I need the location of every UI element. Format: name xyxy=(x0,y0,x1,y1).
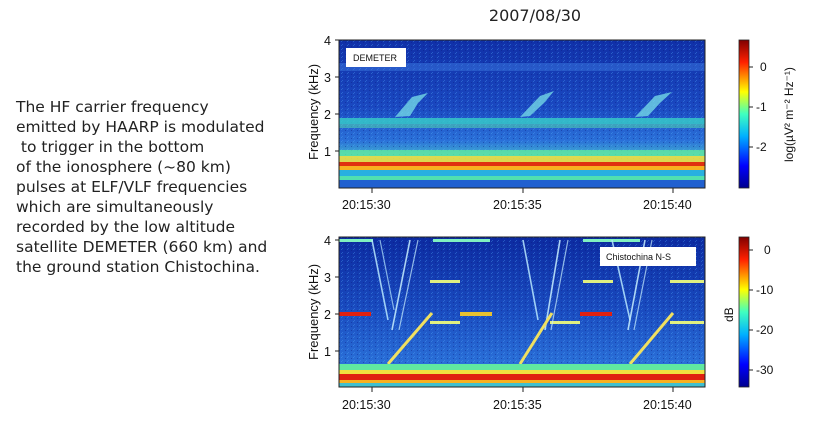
chistochina-colorbar: 0 -10 -20 -30 dB xyxy=(722,236,774,388)
chistochina-yaxis: 4 3 2 1 Frequency (kHz) xyxy=(306,234,339,360)
demeter-xtick: 20:15:30 xyxy=(342,198,391,212)
caption-line: The HF carrier frequency xyxy=(16,98,209,116)
chistochina-cbar-tick: -30 xyxy=(756,363,774,377)
chistochina-panel: Chistochina N-S 4 3 2 1 Frequency (kHz) … xyxy=(306,234,774,412)
demeter-ylabel: Frequency (kHz) xyxy=(306,64,321,160)
demeter-ytick: 4 xyxy=(324,34,331,48)
chistochina-ytick: 1 xyxy=(324,345,331,359)
caption-line: pulses at ELF/VLF frequencies xyxy=(16,178,248,196)
demeter-cbar-tick: 0 xyxy=(760,60,767,74)
chistochina-xtick: 20:15:40 xyxy=(643,398,692,412)
chistochina-xtick: 20:15:30 xyxy=(342,398,391,412)
demeter-colorbar: 0 -1 -2 log(µV² m⁻² Hz⁻¹) xyxy=(738,39,796,189)
chistochina-cbar-tick: -20 xyxy=(756,323,774,337)
demeter-xtick: 20:15:40 xyxy=(643,198,692,212)
caption-line: the ground station Chistochina. xyxy=(16,258,260,276)
chistochina-cbar-label: dB xyxy=(722,307,736,322)
caption-text: The HF carrier frequency emitted by HAAR… xyxy=(16,97,286,277)
demeter-xaxis: 20:15:30 20:15:35 20:15:40 xyxy=(342,188,692,212)
demeter-tag: DEMETER xyxy=(353,53,398,63)
caption-line: which are simultaneously xyxy=(16,198,214,216)
chistochina-xtick: 20:15:35 xyxy=(493,398,542,412)
caption-line: of the ionosphere (~80 km) xyxy=(16,158,231,176)
demeter-cbar-tick: -1 xyxy=(756,100,767,114)
demeter-ytick: 2 xyxy=(324,108,331,122)
demeter-cbar-label: log(µV² m⁻² Hz⁻¹) xyxy=(782,67,796,162)
demeter-ytick: 1 xyxy=(324,145,331,159)
caption-line: to trigger in the bottom xyxy=(16,138,205,156)
demeter-cbar-tick: -2 xyxy=(756,140,767,154)
demeter-yaxis: 4 3 2 1 Frequency (kHz) xyxy=(306,34,339,160)
chistochina-xaxis: 20:15:30 20:15:35 20:15:40 xyxy=(342,387,692,412)
figure-date: 2007/08/30 xyxy=(488,6,582,25)
demeter-xtick: 20:15:35 xyxy=(493,198,542,212)
chistochina-ytick: 2 xyxy=(324,308,331,322)
demeter-panel: DEMETER 4 3 2 1 Frequency (kHz) 20:15:30… xyxy=(306,34,796,212)
chistochina-cbar-tick: -10 xyxy=(756,283,774,297)
caption-line: emitted by HAARP is modulated xyxy=(16,118,265,136)
demeter-tag-box xyxy=(346,48,406,67)
chistochina-ytick: 4 xyxy=(324,234,331,248)
chistochina-cbar-tick: 0 xyxy=(764,243,771,257)
chistochina-ylabel: Frequency (kHz) xyxy=(306,264,321,360)
chistochina-tag: Chistochina N-S xyxy=(606,252,671,262)
chistochina-tag-box xyxy=(600,247,696,266)
demeter-ytick: 3 xyxy=(324,71,331,85)
chistochina-ytick: 3 xyxy=(324,271,331,285)
caption-line: recorded by the low altitude xyxy=(16,218,235,236)
caption-line: satellite DEMETER (660 km) and xyxy=(16,238,268,256)
